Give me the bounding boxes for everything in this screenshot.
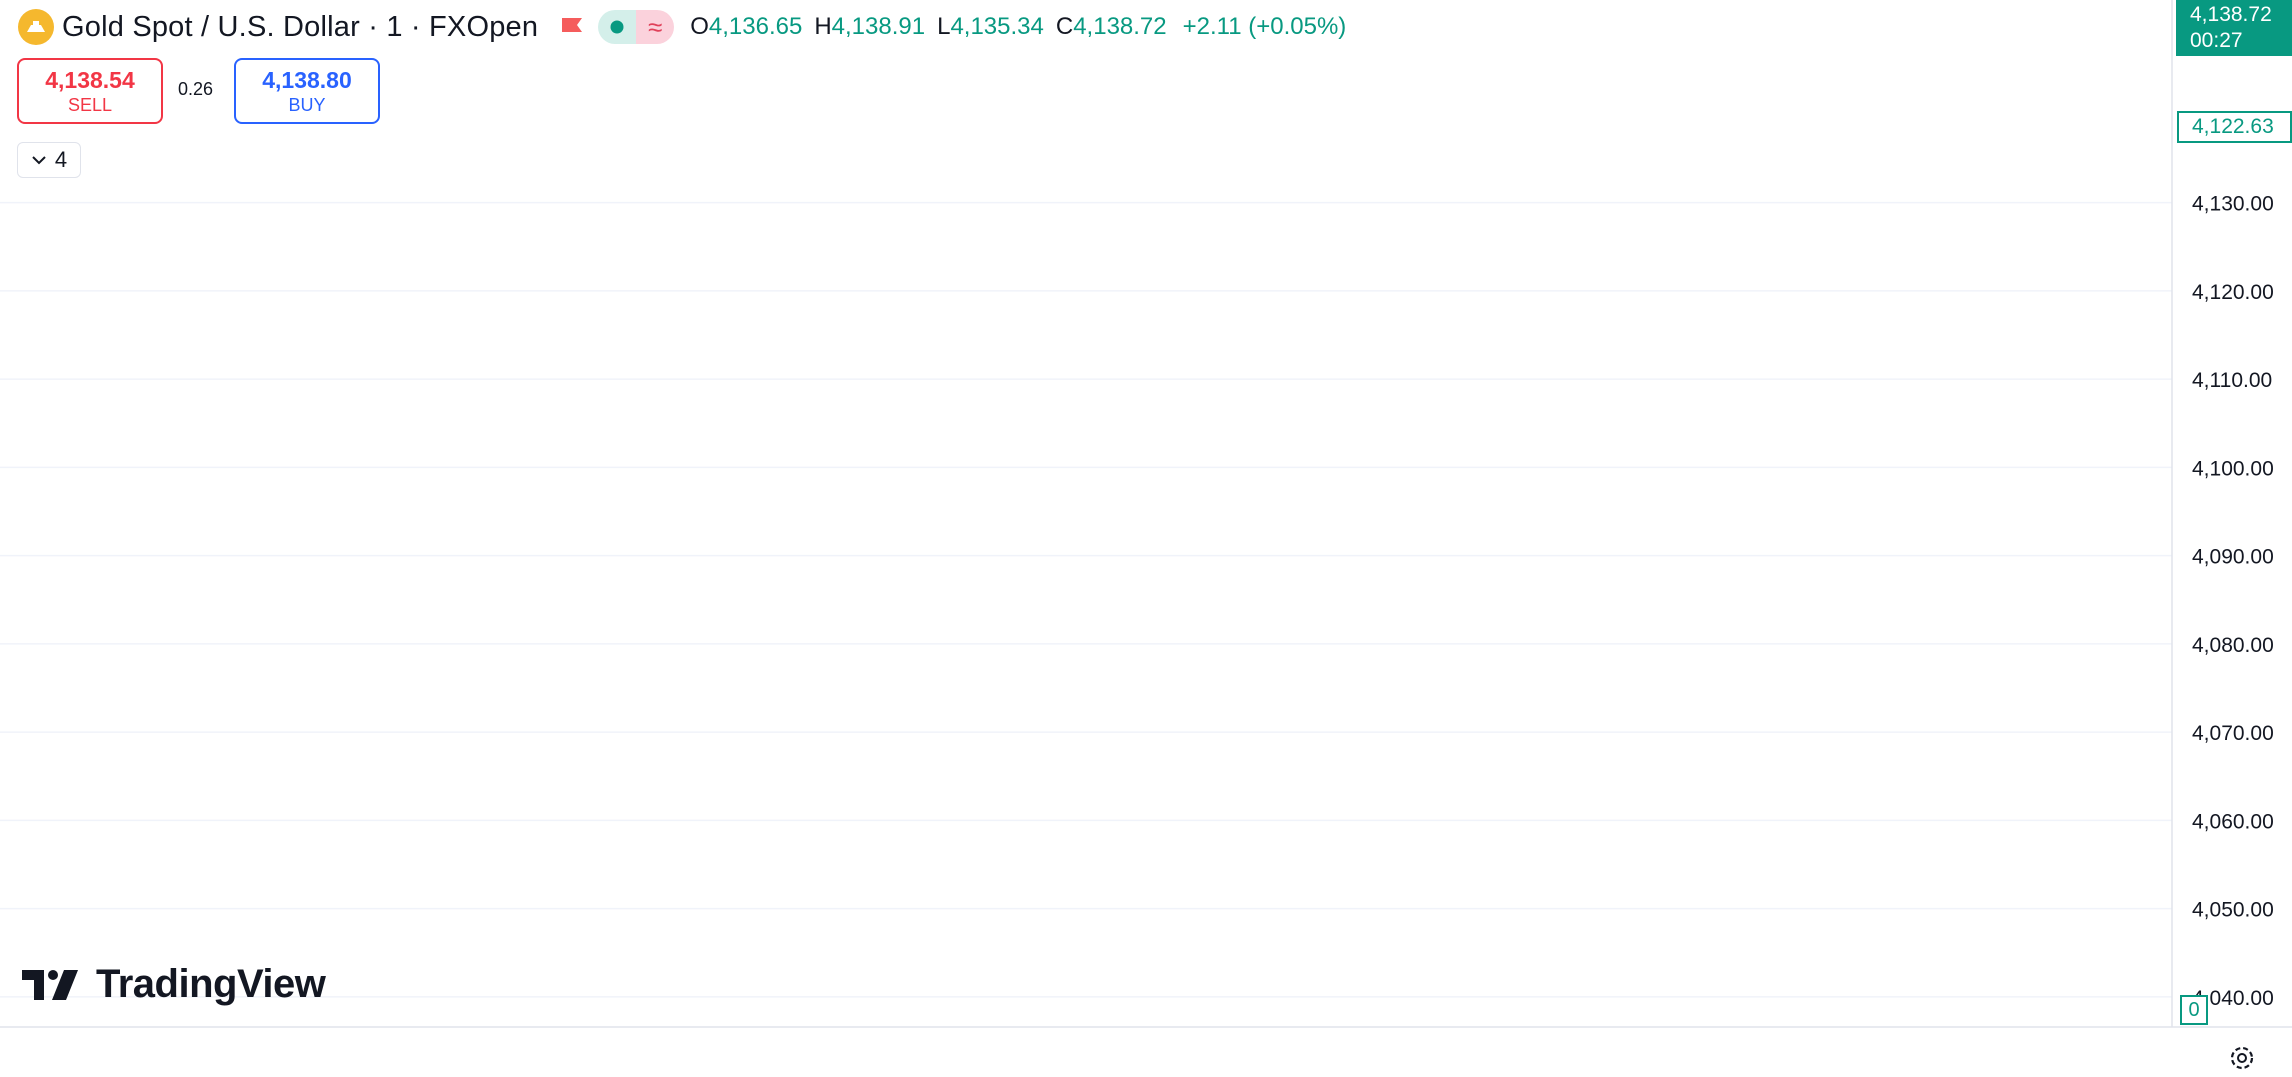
sell-price: 4,138.54: [45, 66, 135, 93]
close-label: C: [1055, 13, 1074, 40]
market-open-icon: [598, 10, 637, 44]
legend-header: Gold Spot / U.S. Dollar · 1 · FXOpen ≈ O…: [18, 8, 1346, 46]
volume-axis-label: 0: [2180, 995, 2208, 1025]
gold-coin-icon[interactable]: [18, 9, 54, 45]
market-status-pill[interactable]: ≈: [598, 10, 675, 44]
chevron-down-icon: [32, 156, 46, 165]
y-tick-label: 4,090.00: [2192, 546, 2274, 569]
y-tick-label: 4,130.00: [2192, 193, 2274, 216]
sell-button[interactable]: 4,138.54 SELL: [17, 58, 163, 124]
buy-price: 4,138.80: [262, 66, 352, 93]
tradingview-logo-icon: [22, 969, 78, 1000]
open-value: 4,136.65: [708, 13, 803, 40]
close-value: 4,138.72: [1073, 13, 1167, 40]
tradingview-logo[interactable]: TradingView: [22, 962, 326, 1007]
bar-countdown: 00:27: [2190, 29, 2243, 52]
y-tick-label: 4,040.00: [2192, 987, 2274, 1010]
y-tick-label: 4,120.00: [2192, 281, 2274, 304]
buy-button[interactable]: 4,138.80 BUY: [234, 58, 380, 124]
ohlc-values: O 4,136.65 H 4,138.91 L 4,135.34 C 4,138.72 …: [690, 13, 1346, 41]
change-value: +2.11 (+0.05%): [1182, 13, 1347, 40]
sell-label: SELL: [67, 94, 113, 115]
current-price: 4,138.72: [2190, 3, 2272, 26]
y-tick-label: 4,100.00: [2192, 457, 2274, 480]
current-price-tag: 4,138.72 00:27: [2176, 0, 2292, 56]
indicators-count: 4: [54, 147, 68, 172]
settings-gear-icon[interactable]: [2226, 1042, 2258, 1074]
open-label: O: [690, 13, 709, 40]
approx-icon: ≈: [636, 10, 675, 44]
symbol-title[interactable]: Gold Spot / U.S. Dollar · 1 · FXOpen: [62, 10, 539, 43]
logo-text: TradingView: [96, 962, 326, 1006]
last-price-tag: 4,122.63: [2177, 111, 2292, 143]
spread-value: 0.26: [178, 79, 214, 99]
buy-label: BUY: [288, 94, 326, 115]
y-tick-label: 4,080.00: [2192, 634, 2274, 657]
y-tick-label: 4,060.00: [2192, 810, 2274, 833]
high-label: H: [814, 13, 832, 40]
y-tick-label: 4,110.00: [2192, 369, 2272, 392]
y-tick-label: 4,050.00: [2192, 899, 2274, 922]
flag-icon[interactable]: [560, 16, 584, 38]
indicators-toggle-button[interactable]: 4: [17, 142, 81, 178]
chart-grid: [0, 201, 2172, 998]
low-value: 4,135.34: [950, 13, 1044, 40]
y-tick-label: 4,070.00: [2192, 722, 2274, 745]
low-label: L: [937, 13, 951, 40]
high-value: 4,138.91: [831, 13, 926, 40]
